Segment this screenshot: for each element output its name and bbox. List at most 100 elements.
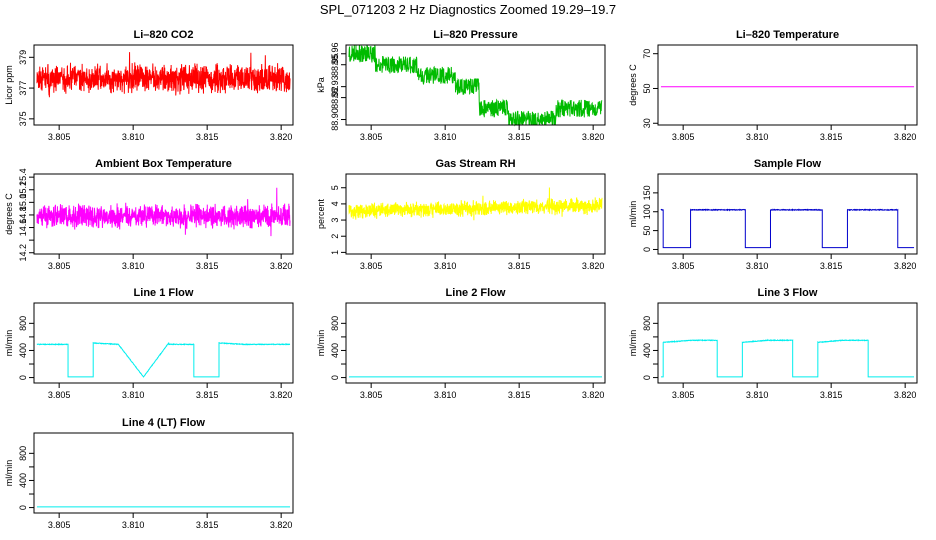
y-tick-label: 0	[642, 375, 652, 380]
y-tick-label: 14.2	[18, 244, 28, 262]
x-tick-label: 3.805	[672, 132, 695, 142]
x-tick-label: 3.820	[270, 520, 293, 530]
chart-panel: Sample Flow 3.805 3.810 3.815 3.820 0 50 100 150…	[628, 158, 918, 271]
chart-panel: Li–820 Pressure 3.805 3.810 3.815 3.820 88.90…	[316, 29, 606, 142]
y-axis-label: ml/min	[4, 330, 14, 357]
series-line	[660, 208, 915, 249]
y-tick-label: 377	[18, 81, 28, 96]
plot-frame	[33, 302, 294, 384]
x-tick-label: 3.820	[582, 261, 605, 271]
y-axis-label: degrees C	[628, 64, 638, 106]
panel-title: Line 4 (LT) Flow	[122, 417, 205, 429]
plot-frame	[33, 432, 294, 514]
x-tick-label: 3.810	[746, 390, 769, 400]
x-tick-label: 3.815	[820, 261, 843, 271]
y-tick-label: 100	[642, 204, 652, 219]
series-line	[36, 52, 291, 98]
series-line	[348, 187, 603, 221]
panel-title: Li–820 Temperature	[736, 29, 839, 41]
y-axis-label: ml/min	[628, 201, 638, 228]
x-tick-label: 3.815	[508, 261, 531, 271]
y-tick-label: 15.2	[18, 181, 28, 199]
x-tick-label: 3.810	[434, 261, 457, 271]
x-tick-label: 3.805	[48, 520, 71, 530]
y-tick-label: 70	[642, 49, 652, 59]
y-tick-label: 400	[642, 343, 652, 358]
y-tick-label: 375	[18, 111, 28, 126]
plot-frame	[657, 173, 918, 255]
x-tick-label: 3.805	[48, 261, 71, 271]
x-tick-label: 3.810	[122, 390, 145, 400]
y-tick-label: 1	[330, 250, 340, 255]
y-tick-label: 50	[642, 83, 652, 93]
y-axis-label: ml/min	[4, 460, 14, 487]
y-tick-label: 50	[642, 226, 652, 236]
x-tick-label: 3.820	[894, 132, 917, 142]
plot-frame	[33, 44, 294, 126]
y-tick-label: 800	[330, 316, 340, 331]
x-tick-label: 3.810	[122, 520, 145, 530]
x-tick-label: 3.805	[360, 390, 383, 400]
y-tick-label: 88.95	[330, 53, 340, 76]
x-tick-label: 3.815	[196, 132, 219, 142]
panel-title: Li–820 CO2	[134, 29, 194, 41]
y-tick-label: 800	[18, 316, 28, 331]
x-tick-label: 3.810	[746, 261, 769, 271]
chart-panel: Line 3 Flow 3.805 3.810 3.815 3.820 0 400 800 ml…	[628, 287, 918, 400]
x-tick-label: 3.805	[360, 132, 383, 142]
y-axis-label: kPa	[316, 77, 326, 93]
y-tick-label: 0	[18, 505, 28, 510]
y-tick-label: 4	[330, 201, 340, 206]
plot-frame	[345, 173, 606, 255]
y-tick-label: 88.93	[330, 75, 340, 98]
plot-frame	[657, 44, 918, 126]
y-tick-label: 0	[330, 375, 340, 380]
x-tick-label: 3.805	[672, 390, 695, 400]
x-tick-label: 3.815	[196, 261, 219, 271]
chart-panel: Li–820 CO2 3.805 3.810 3.815 3.820 375 377 379 L…	[4, 29, 294, 142]
y-tick-label: 400	[330, 343, 340, 358]
y-tick-label: 15.4	[18, 168, 28, 186]
chart-panel: Ambient Box Temperature 3.805 3.810 3.815 3.…	[4, 158, 294, 271]
x-tick-label: 3.805	[672, 261, 695, 271]
panel-title: Line 3 Flow	[758, 287, 818, 299]
y-axis-label: percent	[316, 198, 326, 229]
chart-panel: Line 1 Flow 3.805 3.810 3.815 3.820 0 400 800 ml…	[4, 287, 294, 400]
y-axis-label: ml/min	[316, 330, 326, 357]
y-tick-label: 3	[330, 218, 340, 223]
x-tick-label: 3.820	[894, 261, 917, 271]
plot-frame	[33, 173, 294, 255]
y-tick-label: 800	[642, 316, 652, 331]
panel-title: Line 2 Flow	[446, 287, 506, 299]
x-tick-label: 3.810	[434, 390, 457, 400]
panel-title: Line 1 Flow	[134, 287, 194, 299]
y-tick-label: 800	[18, 446, 28, 461]
panel-title: Sample Flow	[754, 158, 822, 170]
x-tick-label: 3.805	[48, 132, 71, 142]
y-tick-label: 88.90	[330, 108, 340, 131]
y-tick-label: 14.8	[18, 206, 28, 224]
y-tick-label: 400	[18, 343, 28, 358]
x-tick-label: 3.810	[122, 261, 145, 271]
x-tick-label: 3.805	[360, 261, 383, 271]
x-tick-label: 3.820	[582, 132, 605, 142]
y-tick-label: 88.96	[330, 43, 340, 66]
y-tick-label: 2	[330, 234, 340, 239]
series-line	[660, 338, 915, 378]
y-tick-label: 88.92	[330, 86, 340, 109]
x-tick-label: 3.815	[196, 390, 219, 400]
plot-frame	[345, 302, 606, 384]
x-tick-label: 3.820	[582, 390, 605, 400]
x-tick-label: 3.810	[122, 132, 145, 142]
y-tick-label: 0	[18, 375, 28, 380]
x-tick-label: 3.815	[508, 390, 531, 400]
x-tick-label: 3.820	[270, 261, 293, 271]
plot-frame	[345, 44, 606, 126]
x-tick-label: 3.815	[820, 132, 843, 142]
y-axis-label: Licor ppm	[4, 65, 14, 105]
x-tick-label: 3.810	[434, 132, 457, 142]
y-axis-label: ml/min	[628, 330, 638, 357]
y-tick-label: 0	[642, 247, 652, 252]
y-tick-label: 15.0	[18, 194, 28, 212]
